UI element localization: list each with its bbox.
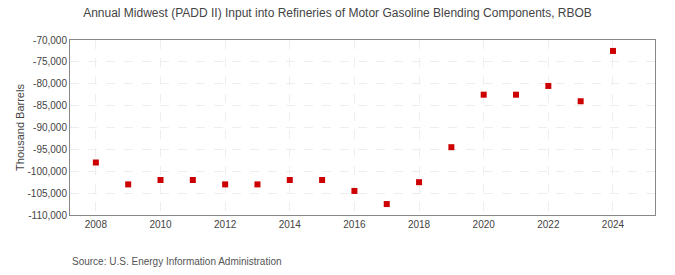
- svg-text:2024: 2024: [602, 219, 625, 230]
- svg-text:Source: U.S. Energy Informatio: Source: U.S. Energy Information Administ…: [72, 256, 282, 267]
- svg-text:2016: 2016: [343, 219, 366, 230]
- svg-text:-105,000: -105,000: [28, 188, 68, 199]
- svg-text:2020: 2020: [473, 219, 496, 230]
- svg-text:-75,000: -75,000: [33, 56, 67, 67]
- svg-text:-80,000: -80,000: [33, 78, 67, 89]
- svg-text:-90,000: -90,000: [33, 122, 67, 133]
- svg-text:2010: 2010: [149, 219, 172, 230]
- svg-text:2008: 2008: [85, 219, 108, 230]
- svg-text:2012: 2012: [214, 219, 237, 230]
- svg-text:-85,000: -85,000: [33, 100, 67, 111]
- svg-text:-95,000: -95,000: [33, 144, 67, 155]
- svg-text:-110,000: -110,000: [28, 210, 67, 221]
- svg-text:2014: 2014: [279, 219, 302, 230]
- svg-text:2022: 2022: [537, 219, 560, 230]
- svg-text:2018: 2018: [408, 219, 431, 230]
- svg-text:Thousand Barrels: Thousand Barrels: [14, 84, 26, 171]
- svg-text:-70,000: -70,000: [33, 35, 67, 46]
- svg-text:Annual Midwest (PADD II) Input: Annual Midwest (PADD II) Input into Refi…: [83, 6, 592, 20]
- svg-text:-100,000: -100,000: [28, 166, 68, 177]
